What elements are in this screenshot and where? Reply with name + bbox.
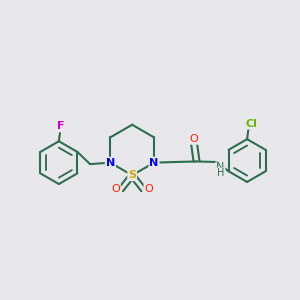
Text: O: O: [144, 184, 153, 194]
Text: H: H: [217, 168, 224, 178]
Text: O: O: [190, 134, 199, 144]
Text: S: S: [128, 170, 136, 180]
Text: N: N: [149, 158, 159, 168]
Text: F: F: [57, 122, 64, 131]
Text: Cl: Cl: [245, 119, 257, 129]
Text: N: N: [106, 158, 115, 168]
Text: N: N: [216, 162, 224, 172]
Text: O: O: [111, 184, 120, 194]
